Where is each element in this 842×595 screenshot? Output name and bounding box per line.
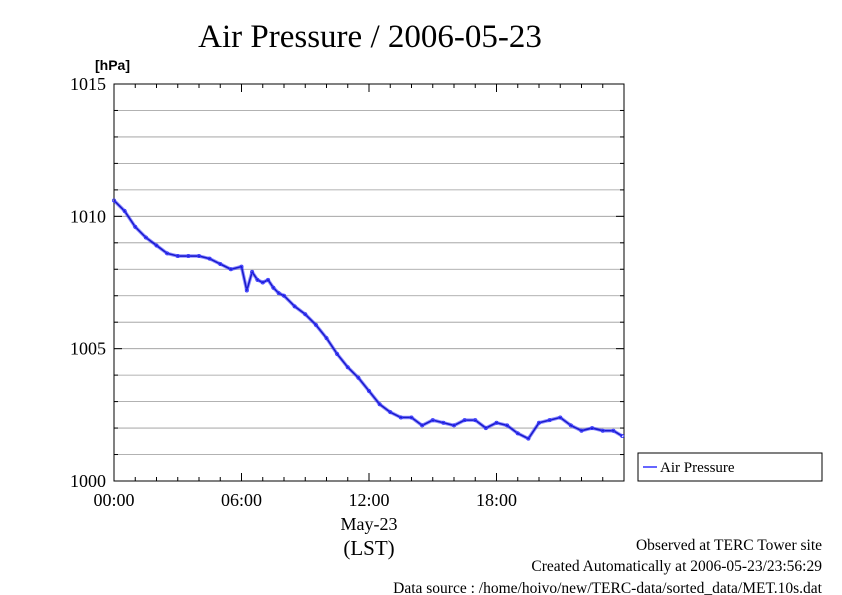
chart-title: Air Pressure / 2006-05-23 <box>198 19 542 55</box>
data-point <box>266 277 271 282</box>
y-unit-label: [hPa] <box>95 57 130 73</box>
data-point <box>292 304 297 309</box>
data-point <box>420 423 425 428</box>
data-point <box>239 264 244 269</box>
data-point <box>494 420 499 425</box>
series-layer <box>112 198 625 441</box>
x-tick-label: 12:00 <box>348 490 389 510</box>
data-point <box>122 209 127 214</box>
data-point <box>196 254 201 259</box>
y-tick-label: 1005 <box>70 339 106 359</box>
data-point <box>250 269 255 274</box>
data-point <box>377 402 382 407</box>
data-point <box>505 423 510 428</box>
series-halo <box>112 199 624 441</box>
data-point <box>579 428 584 433</box>
data-point <box>175 254 180 259</box>
data-point <box>335 351 340 356</box>
data-point <box>255 277 260 282</box>
x-tick-label: 18:00 <box>476 490 517 510</box>
data-point <box>398 415 403 420</box>
data-point <box>547 418 552 423</box>
y-tick-label: 1010 <box>70 206 106 226</box>
data-point <box>568 423 573 428</box>
data-point <box>244 288 249 293</box>
x-tick-label: 00:00 <box>93 490 134 510</box>
data-point <box>154 243 159 248</box>
footer-line-1: Observed at TERC Tower site <box>636 537 822 554</box>
data-point <box>281 293 286 298</box>
data-point <box>356 375 361 380</box>
data-point <box>620 434 625 439</box>
data-point <box>276 291 281 296</box>
data-point <box>409 415 414 420</box>
data-point <box>165 251 170 256</box>
footer-line-2: Created Automatically at 2006-05-23/23:5… <box>531 558 822 575</box>
data-point <box>112 198 117 203</box>
y-tick-label: 1015 <box>70 74 106 94</box>
x-date-label: May-23 <box>341 514 398 534</box>
data-point <box>462 418 467 423</box>
x-axis-label: (LST) <box>343 536 394 560</box>
data-point <box>186 254 191 259</box>
data-point <box>473 418 478 423</box>
data-point <box>271 285 276 290</box>
data-point <box>600 428 605 433</box>
data-point <box>590 426 595 431</box>
data-point <box>313 322 318 327</box>
data-point <box>133 224 138 229</box>
data-point <box>611 428 616 433</box>
data-point <box>483 426 488 431</box>
data-point <box>537 420 542 425</box>
data-point <box>303 312 308 317</box>
data-point <box>388 410 393 415</box>
data-point <box>324 336 329 341</box>
data-point <box>260 280 265 285</box>
data-point <box>526 436 531 441</box>
data-point <box>345 365 350 370</box>
data-point <box>228 267 233 272</box>
y-tick-label: 1000 <box>70 471 106 491</box>
legend-box <box>637 452 823 482</box>
data-point <box>143 235 148 240</box>
x-tick-label: 06:00 <box>221 490 262 510</box>
x-axis: 00:00 06:00 12:00 18:00 <box>93 84 625 510</box>
y-axis: 1015 1010 1005 1000 <box>70 74 624 491</box>
footer-line-3: Data source : /home/hoivo/new/TERC-data/… <box>393 580 823 595</box>
legend: Air Pressure <box>637 452 823 482</box>
data-point <box>441 420 446 425</box>
data-point <box>558 415 563 420</box>
data-point <box>218 261 223 266</box>
legend-label: Air Pressure <box>660 460 735 476</box>
data-point <box>366 389 371 394</box>
gridlines <box>114 110 624 455</box>
data-point <box>451 423 456 428</box>
data-point <box>207 256 212 261</box>
series-line <box>113 199 623 440</box>
data-point <box>515 431 520 436</box>
data-point <box>430 418 435 423</box>
